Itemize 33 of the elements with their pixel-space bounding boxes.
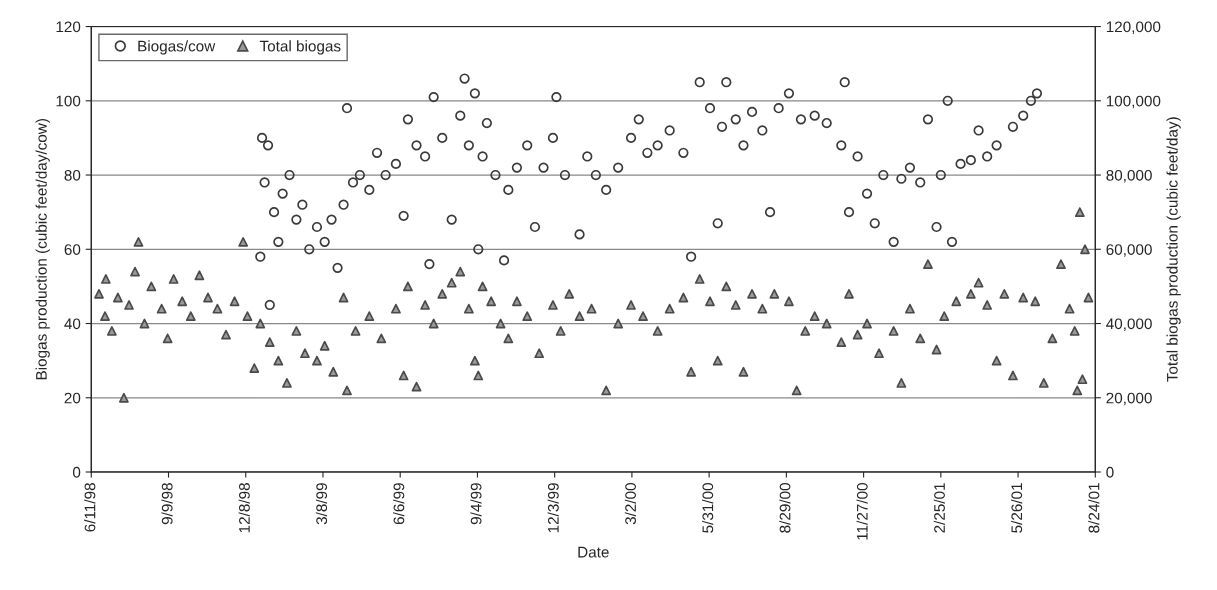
y2-tick-label: 120,000 — [1106, 21, 1161, 35]
legend-label: Biogas/cow — [138, 40, 216, 55]
y2-tick-label: 0 — [1106, 466, 1114, 478]
y2-tick-label: 80,000 — [1106, 169, 1152, 183]
x-tick-label: 8/29/00 — [779, 483, 791, 533]
y-tick-label: 100 — [56, 95, 81, 107]
legend-label: Total biogas — [259, 40, 341, 55]
y-tick-label: 20 — [64, 392, 81, 404]
x-tick-label: 6/11/98 — [84, 483, 96, 532]
x-axis-title: Date — [578, 546, 609, 558]
x-tick-label: 9/4/99 — [470, 483, 482, 525]
y-tick-label: 40 — [64, 318, 81, 330]
x-tick-label: 11/27/00 — [856, 483, 868, 540]
x-tick-label: 3/2/00 — [624, 483, 637, 525]
x-tick-label: 8/24/01 — [1088, 483, 1100, 533]
x-tick-label: 6/6/99 — [393, 483, 405, 525]
x-tick-label: 3/8/99 — [315, 483, 328, 525]
y-tick-label: 60 — [64, 244, 81, 255]
y-axis-title: Biogas production (cubic feet/day/cow) — [35, 119, 50, 380]
y2-tick-label: 100,000 — [1106, 95, 1161, 109]
y-tick-label: 0 — [72, 466, 81, 478]
x-tick-label: 12/3/99 — [547, 483, 559, 533]
y-tick-label: 80 — [64, 169, 81, 181]
x-tick-label: 12/8/98 — [238, 483, 250, 533]
x-tick-label: 9/9/98 — [161, 483, 173, 525]
x-tick-label: 2/25/01 — [933, 483, 945, 533]
y-tick-label: 120 — [56, 21, 81, 33]
y2-tick-label: 40,000 — [1106, 318, 1152, 332]
x-tick-label: 5/31/00 — [702, 483, 714, 533]
y2-tick-label: 60,000 — [1106, 244, 1152, 257]
y2-axis-title: Total biogas production (cubic feet/day) — [1166, 117, 1181, 382]
x-tick-label: 5/26/01 — [1010, 483, 1023, 533]
y2-tick-label: 20,000 — [1106, 392, 1152, 406]
